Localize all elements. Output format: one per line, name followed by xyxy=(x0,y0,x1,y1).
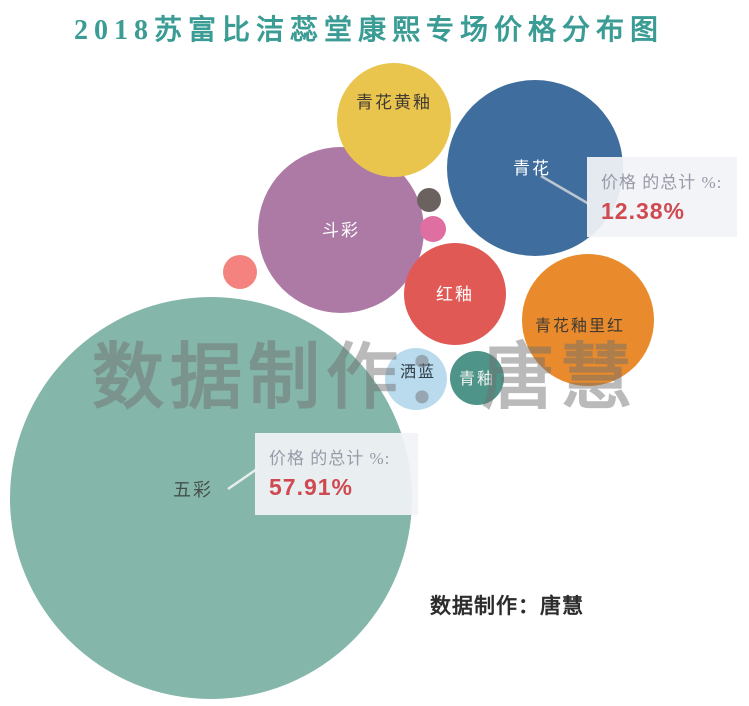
bubble-qinghua-huangyou[interactable]: 青花黄釉 xyxy=(337,63,451,177)
bubble-label-doucai: 斗彩 xyxy=(322,220,360,240)
callout-value-qinghua: 12.38% xyxy=(601,198,686,224)
bubble-label-hongyou: 红釉 xyxy=(436,284,474,304)
callout-title-wucai: 价格 的总计 %: xyxy=(269,449,391,468)
callout-value-wucai: 57.91% xyxy=(269,474,354,500)
bubble-hongyou[interactable]: 红釉 xyxy=(404,243,506,345)
bubble-label-wucai: 五彩 xyxy=(173,480,213,500)
bubble-pink-dot[interactable] xyxy=(420,216,446,242)
bubble-label-qingyou: 青釉 xyxy=(458,371,495,388)
bubble-label-salan: 洒蓝 xyxy=(399,364,436,381)
callout-qinghua: 价格 的总计 %: 12.38% xyxy=(587,157,737,237)
bubble-gray-dot[interactable] xyxy=(417,188,441,212)
bubble-label-qinghua-youlihong: 青花釉里红 xyxy=(534,318,625,335)
bubble-label-qinghua: 青花 xyxy=(513,158,551,178)
bubble-qinghua-youlihong[interactable]: 青花釉里红 xyxy=(522,254,654,386)
bubble-label-qinghua-huangyou: 青花黄釉 xyxy=(356,92,432,112)
bubble-qingyou[interactable]: 青釉 xyxy=(450,351,504,405)
callout-title-qinghua: 价格 的总计 %: xyxy=(601,173,723,192)
chart-title: 2018苏富比洁蕊堂康熙专场价格分布图 xyxy=(74,15,665,46)
bubble-salan[interactable]: 洒蓝 xyxy=(385,348,447,410)
credit-text: 数据制作：唐慧 xyxy=(430,595,584,618)
bubble-salmon-dot[interactable] xyxy=(223,255,257,289)
callout-wucai: 价格 的总计 %: 57.91% xyxy=(255,433,418,515)
